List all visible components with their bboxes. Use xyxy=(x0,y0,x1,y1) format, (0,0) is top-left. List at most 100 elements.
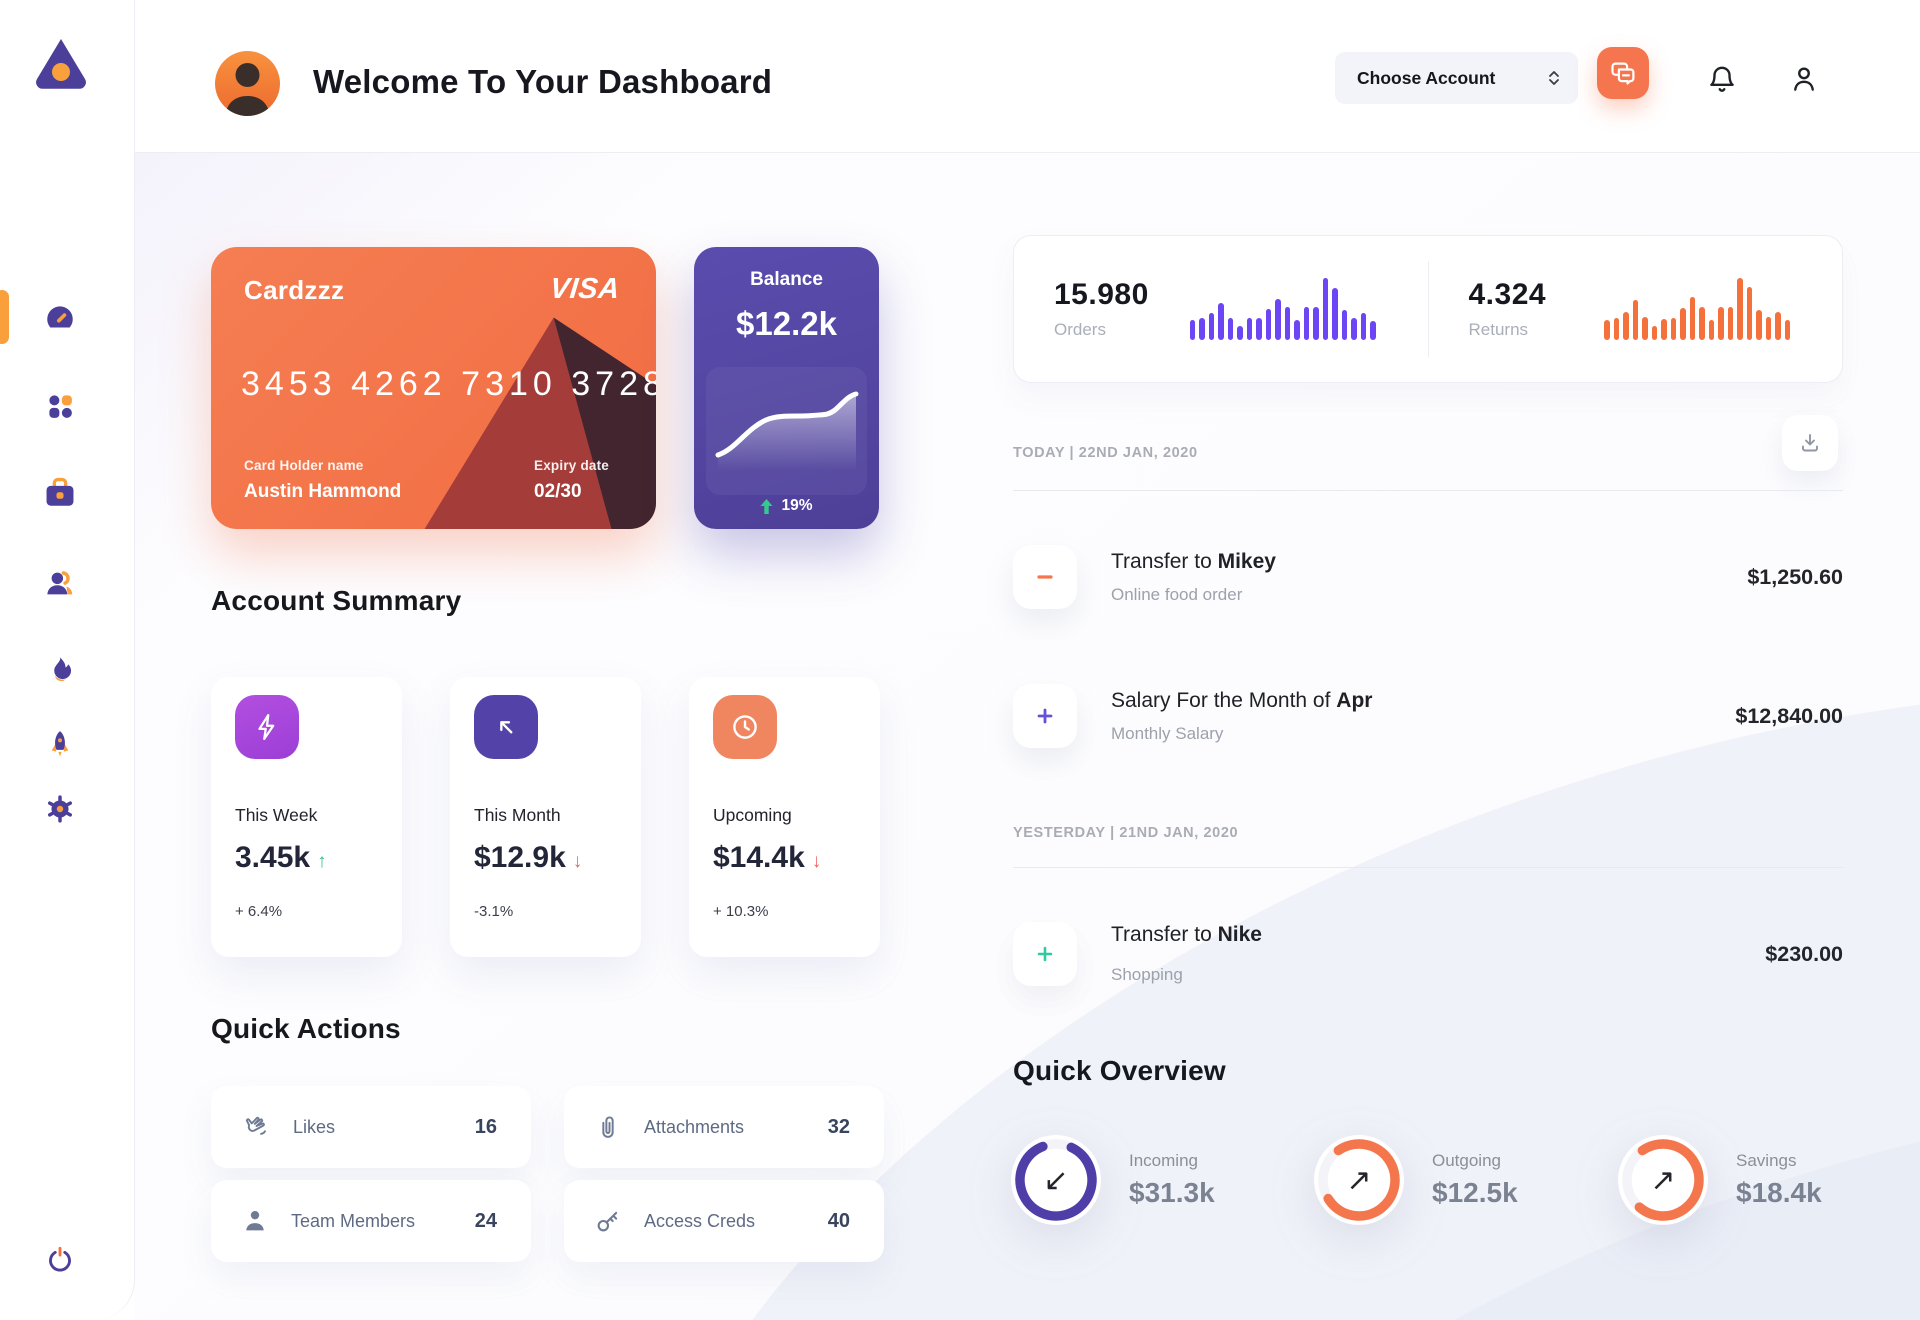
balance-change: 19% xyxy=(781,497,813,514)
transaction-subtitle: Online food order xyxy=(1111,584,1243,604)
user-icon xyxy=(1794,67,1814,91)
gauge-icon xyxy=(47,306,73,328)
users-icon xyxy=(47,571,73,595)
sidebar-item-activity[interactable] xyxy=(32,642,88,698)
app-logo-icon xyxy=(31,36,91,90)
card-number: 3453 4262 7310 3728 xyxy=(241,365,656,403)
profile-button[interactable] xyxy=(1787,62,1821,96)
transaction-row[interactable]: Transfer to Mikey Online food order $1,2… xyxy=(1013,545,1843,609)
savings-ring-chart: ↗ xyxy=(1618,1135,1708,1225)
sidebar-item-team[interactable] xyxy=(32,555,88,611)
divider xyxy=(1013,867,1843,868)
card-expiry-label: Expiry date xyxy=(534,458,609,473)
balance-card: Balance $12.2k 19% xyxy=(694,247,879,529)
orders-returns-card: 15.980 Orders 4.324 Returns xyxy=(1013,235,1843,383)
plus-icon xyxy=(1013,922,1077,986)
chat-button[interactable] xyxy=(1597,47,1649,99)
orders-label: Orders xyxy=(1054,320,1106,339)
balance-label: Balance xyxy=(750,269,823,290)
gear-icon xyxy=(47,795,73,823)
card-expiry-value: 02/30 xyxy=(534,481,582,502)
download-icon xyxy=(1802,434,1818,452)
card-name: Cardzzz xyxy=(244,275,345,305)
quick-action-label: Access Creds xyxy=(644,1210,756,1231)
returns-bar-chart xyxy=(1604,278,1794,340)
summary-label: Upcoming xyxy=(713,805,792,825)
avatar xyxy=(215,51,280,116)
quick-action-count: 24 xyxy=(474,1209,497,1232)
sidebar-item-settings[interactable] xyxy=(32,781,88,837)
summary-card-this-month: This Month $12.9k ↓ -3.1% xyxy=(450,677,641,957)
transaction-amount: $12,840.00 xyxy=(1735,703,1843,728)
overview-savings: ↗ Savings $18.4k xyxy=(1618,1135,1822,1225)
minus-icon xyxy=(1013,545,1077,609)
overview-label: Savings xyxy=(1736,1151,1797,1170)
divider xyxy=(1427,261,1429,357)
quick-action-attachments[interactable]: Attachments 32 xyxy=(564,1086,884,1168)
account-select[interactable]: Choose Account xyxy=(1335,52,1578,104)
sidebar-item-apps[interactable] xyxy=(32,378,88,434)
download-button[interactable] xyxy=(1782,415,1838,471)
arrow-up-left-icon xyxy=(474,695,538,759)
orders-bar-chart xyxy=(1189,278,1380,340)
overview-value: $12.5k xyxy=(1432,1177,1518,1208)
overview-value: $31.3k xyxy=(1129,1177,1215,1208)
page-title: Welcome To Your Dashboard xyxy=(313,63,773,100)
overview-label: Incoming xyxy=(1129,1151,1198,1170)
transaction-title-bold: Apr xyxy=(1336,688,1373,712)
overview-outgoing: ↗ Outgoing $12.5k xyxy=(1314,1135,1518,1225)
logout-button[interactable] xyxy=(38,1238,82,1282)
quick-action-likes[interactable]: Likes 16 xyxy=(211,1086,531,1168)
summary-change: + 10.3% xyxy=(713,903,769,920)
sidebar-item-work[interactable] xyxy=(32,465,88,521)
overview-incoming: ↙ Incoming $31.3k xyxy=(1011,1135,1215,1225)
sidebar-item-launch[interactable] xyxy=(32,716,88,772)
balance-value: $12.2k xyxy=(736,305,837,342)
key-icon xyxy=(597,1211,618,1232)
transaction-title-bold: Mikey xyxy=(1217,549,1276,573)
quick-action-count: 40 xyxy=(827,1209,850,1232)
rocket-icon xyxy=(51,731,69,757)
grid-dots-icon xyxy=(49,395,72,418)
incoming-ring-chart: ↙ xyxy=(1011,1135,1101,1225)
main-content: Cardzzz VISA 3453 4262 7310 3728 Card Ho… xyxy=(135,153,1920,1320)
quick-action-team-members[interactable]: Team Members 24 xyxy=(211,1180,531,1262)
transaction-row[interactable]: Salary For the Month of Apr Monthly Sala… xyxy=(1013,684,1843,748)
power-icon xyxy=(49,1246,71,1272)
transaction-amount: $1,250.60 xyxy=(1747,564,1843,589)
card-holder-label: Card Holder name xyxy=(244,458,364,473)
transaction-row[interactable]: Transfer to Nike Shopping $230.00 xyxy=(1013,922,1843,986)
arrow-up-right-icon: ↗ xyxy=(1346,1163,1372,1197)
summary-value: $14.4k xyxy=(713,841,805,874)
active-nav-indicator xyxy=(0,290,9,344)
notifications-button[interactable] xyxy=(1705,62,1739,96)
flame-icon xyxy=(54,657,72,682)
arrow-down-left-icon: ↙ xyxy=(1043,1163,1069,1197)
summary-card-upcoming: Upcoming $14.4k ↓ + 10.3% xyxy=(689,677,880,957)
quick-action-access-creds[interactable]: Access Creds 40 xyxy=(564,1180,884,1262)
transaction-subtitle: Shopping xyxy=(1111,965,1183,984)
paperclip-icon xyxy=(602,1116,614,1138)
quick-action-label: Likes xyxy=(293,1116,336,1137)
transaction-title: Transfer to xyxy=(1111,923,1218,946)
person-icon xyxy=(246,1210,264,1231)
overview-value: $18.4k xyxy=(1736,1177,1822,1208)
clap-icon xyxy=(245,1116,266,1135)
summary-label: This Month xyxy=(474,805,561,825)
clock-icon xyxy=(713,695,777,759)
balance-trend-chart xyxy=(706,367,867,495)
summary-card-this-week: This Week 3.45k ↑ + 6.4% xyxy=(211,677,402,957)
sidebar-item-dashboard[interactable] xyxy=(32,289,88,345)
top-header: Welcome To Your Dashboard Choose Account xyxy=(135,0,1920,153)
date-group-label: YESTERDAY | 21ND JAN, 2020 xyxy=(1013,825,1239,841)
sidebar xyxy=(0,0,135,1320)
returns-value: 4.324 xyxy=(1468,278,1547,311)
briefcase-icon xyxy=(46,477,74,506)
credit-card: Cardzzz VISA 3453 4262 7310 3728 Card Ho… xyxy=(211,247,656,529)
transaction-amount: $230.00 xyxy=(1765,941,1843,966)
account-summary-title: Account Summary xyxy=(211,585,462,616)
arrow-up-right-icon: ↗ xyxy=(1650,1163,1676,1197)
summary-label: This Week xyxy=(235,805,318,825)
card-holder-name: Austin Hammond xyxy=(244,481,402,502)
trend-down-icon: ↓ xyxy=(572,851,583,872)
